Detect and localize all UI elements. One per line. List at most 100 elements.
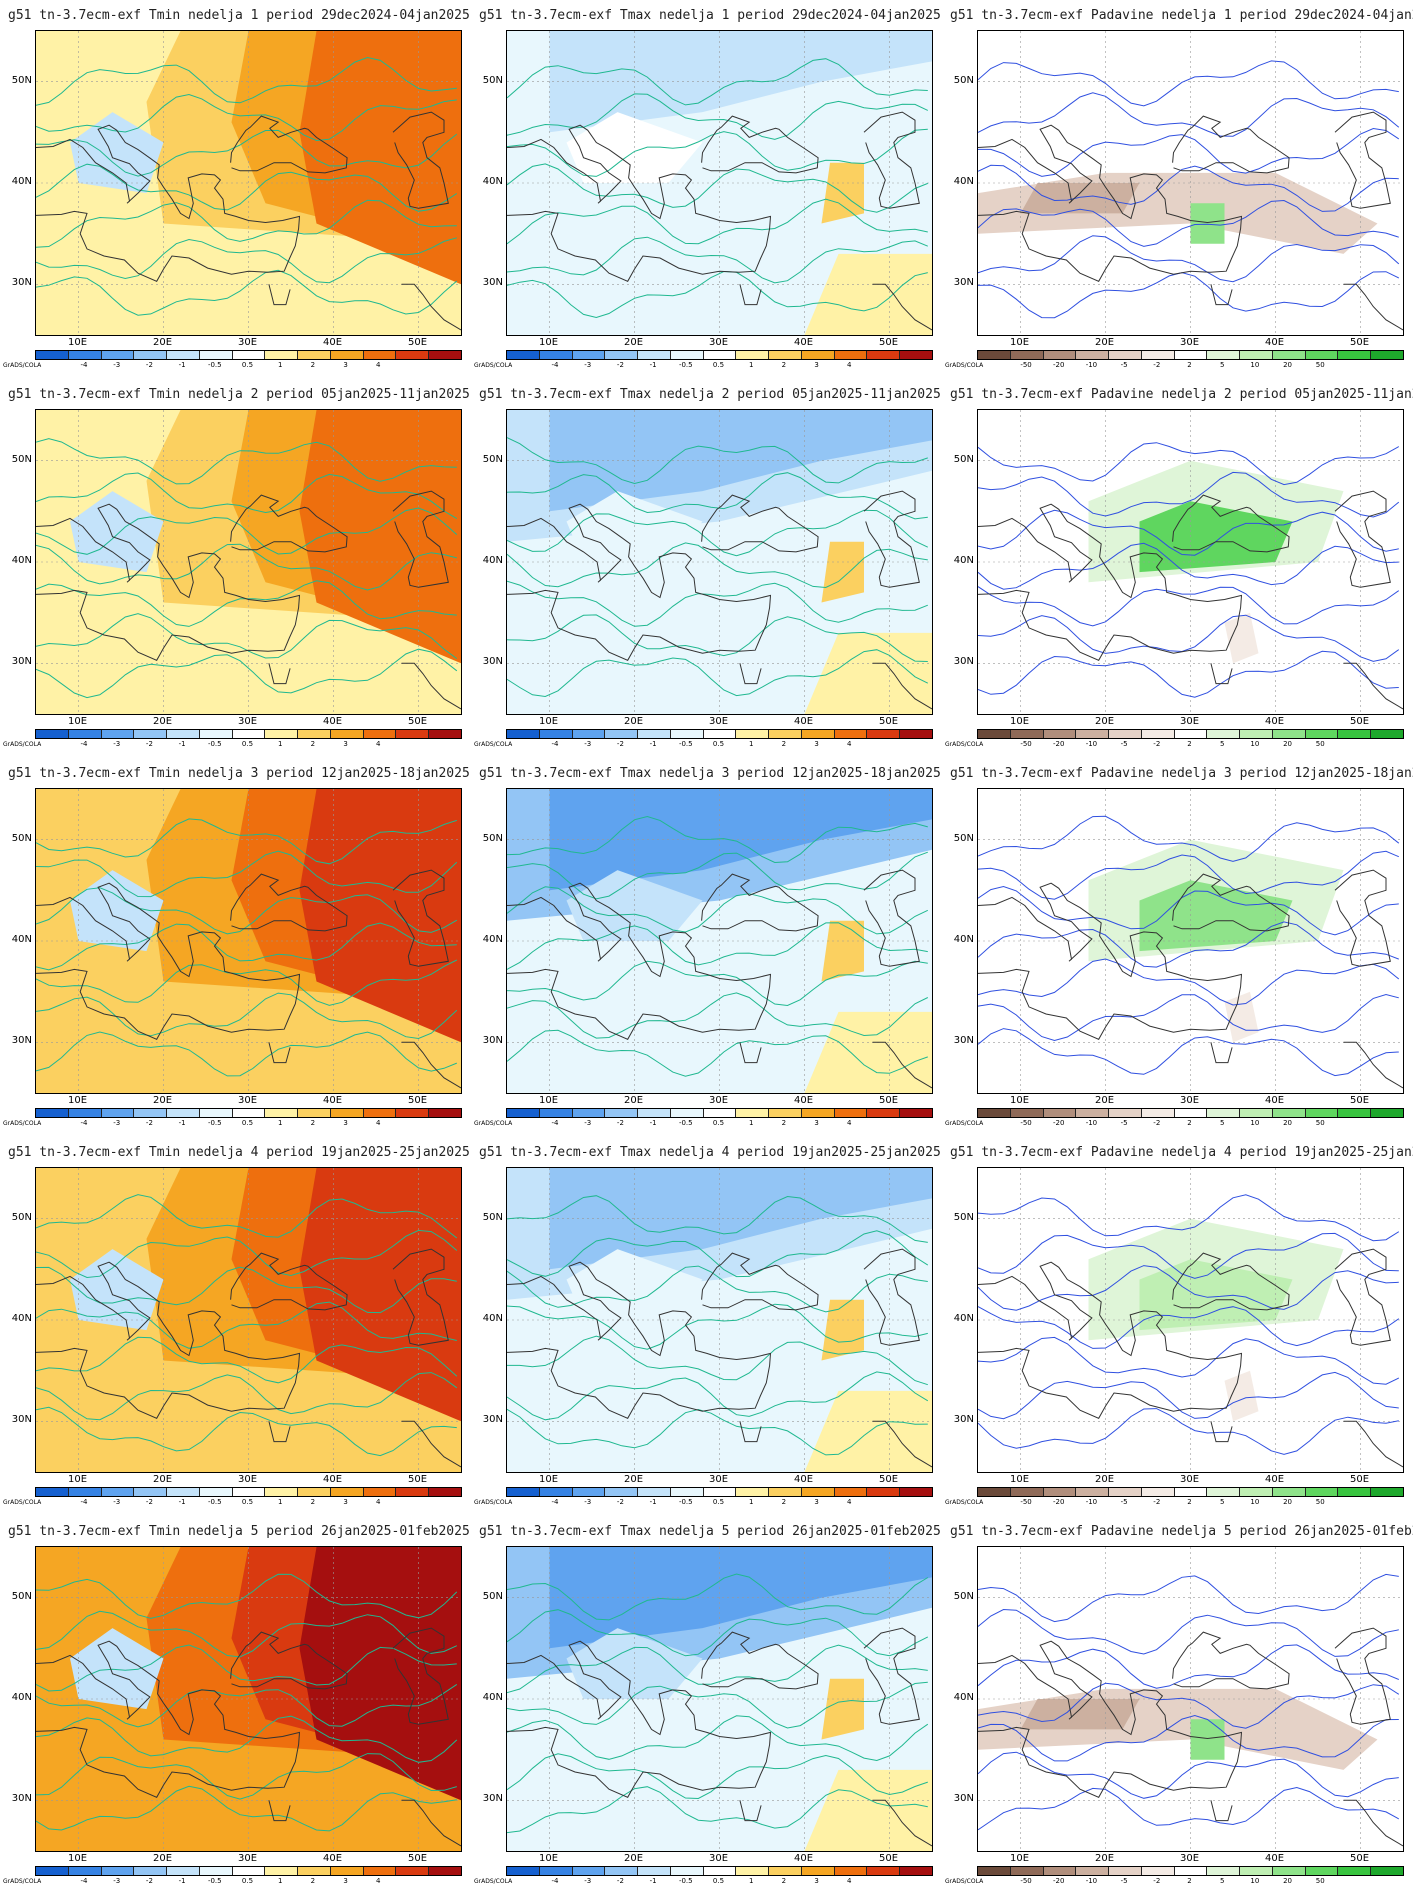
- longitude-label: 40E: [793, 716, 814, 727]
- colorbar-tick-label: -1: [178, 361, 186, 369]
- colorbar-tick-label: -2: [145, 1498, 153, 1506]
- forecast-panel-tmax: g51 tn-3.7ecm-exf Tmax nedelja 5 period …: [471, 1520, 942, 1899]
- climatology-contour: [978, 993, 1399, 1042]
- latitude-label: 50N: [953, 1211, 974, 1223]
- grads-credit: GrADS/COLA: [474, 362, 513, 369]
- latitude-label: 50N: [482, 1211, 503, 1223]
- colorbar-swatch: [638, 1867, 671, 1875]
- grads-credit: GrADS/COLA: [945, 362, 984, 369]
- colorbar-swatch: [265, 730, 299, 738]
- climatology-contour: [978, 1608, 1399, 1657]
- anomaly-shading: [549, 410, 932, 512]
- colorbar-tick-label: -2: [145, 740, 153, 748]
- colorbar-swatch: [736, 1109, 770, 1117]
- colorbar: [35, 1866, 462, 1876]
- latitude-label: 40N: [482, 934, 503, 945]
- colorbar-swatch: [638, 730, 671, 738]
- colorbar-tick-label: -3: [584, 1498, 592, 1506]
- colorbar-swatch: [1043, 730, 1077, 738]
- latitude-label: 50N: [11, 1590, 32, 1602]
- climatology-contour: [507, 815, 928, 864]
- panel-title: g51 tn-3.7ecm-exf Padavine nedelja 4 per…: [950, 1145, 1413, 1160]
- coastline: [507, 1261, 772, 1419]
- colorbar-swatch: [867, 1488, 901, 1496]
- colorbar-swatch: [539, 1867, 573, 1875]
- colorbar-tick-label: 2: [781, 1498, 787, 1506]
- colorbar-swatch: [199, 1488, 233, 1496]
- climatology-contour: [978, 1573, 1399, 1623]
- colorbar-tick-label: -4: [551, 1498, 559, 1506]
- climatology-contour: [36, 1194, 458, 1239]
- latitude-label: 30N: [953, 656, 974, 668]
- colorbar-swatch: [1076, 730, 1110, 738]
- colorbar-tick-label: -4: [80, 361, 88, 369]
- colorbar-tick-label: -3: [584, 1119, 592, 1127]
- anomaly-shading: [299, 1547, 461, 1801]
- colorbar-swatch: [572, 1109, 606, 1117]
- colorbar-swatch: [605, 351, 639, 359]
- longitude-label: 50E: [878, 1853, 899, 1864]
- climatology-contour: [978, 509, 1399, 556]
- coastline: [268, 663, 291, 685]
- coastline: [392, 490, 449, 588]
- latitude-label: 40N: [953, 176, 974, 187]
- colorbar-tick-label: -2: [616, 1498, 624, 1506]
- colorbar-swatch: [769, 730, 802, 738]
- colorbar-swatch: [167, 730, 200, 738]
- climatology-contour: [507, 236, 928, 284]
- longitude-label: 30E: [237, 716, 258, 727]
- colorbar-swatch: [396, 1488, 430, 1496]
- colorbar-tick-label: -10: [1085, 361, 1098, 369]
- coastline: [978, 1640, 1243, 1798]
- anomaly-shading: [1139, 501, 1293, 573]
- climatology-contour: [978, 1336, 1400, 1385]
- latitude-label: 50N: [953, 74, 974, 86]
- climatology-contour: [36, 1753, 457, 1800]
- anomaly-shading: [70, 112, 164, 194]
- colorbar-tick-label: -50: [1020, 1877, 1032, 1885]
- colorbar-tick-label: -4: [551, 1119, 559, 1127]
- colorbar-swatch: [1305, 1109, 1339, 1117]
- colorbar-swatch: [1272, 730, 1306, 738]
- colorbar-swatch: [638, 1488, 671, 1496]
- colorbar-swatch: [396, 351, 430, 359]
- longitude-label: 40E: [1264, 337, 1285, 348]
- colorbar: [35, 1487, 462, 1497]
- forecast-panel-tmin: g51 tn-3.7ecm-exf Tmin nedelja 2 period …: [0, 383, 471, 762]
- longitude-label: 30E: [237, 1095, 258, 1106]
- colorbar-tick-label: -2: [145, 1119, 153, 1127]
- grads-credit: GrADS/COLA: [3, 741, 42, 748]
- coastline: [230, 1252, 348, 1311]
- latitude-label: 30N: [11, 1035, 32, 1047]
- colorbar-tick-label: 2: [1187, 1498, 1192, 1506]
- longitude-label: 40E: [322, 1474, 343, 1485]
- colorbar-swatch: [539, 351, 573, 359]
- colorbar-tick-label: 3: [814, 1877, 819, 1885]
- colorbar-tick-label: -5: [1120, 1498, 1128, 1506]
- forecast-panel-precip: g51 tn-3.7ecm-exf Padavine nedelja 3 per…: [942, 762, 1413, 1141]
- colorbar-tick-label: 3: [814, 361, 819, 369]
- colorbar-swatch: [507, 1488, 540, 1496]
- climatology-contour: [36, 1031, 457, 1077]
- longitude-label: 40E: [1264, 1474, 1285, 1485]
- colorbar-tick-label: -2: [616, 361, 624, 369]
- colorbar-tick-label: 20: [1283, 1877, 1293, 1885]
- colorbar-swatch: [1109, 1488, 1142, 1496]
- longitude-label: 40E: [793, 1474, 814, 1485]
- panel-title: g51 tn-3.7ecm-exf Tmin nedelja 2 period …: [8, 387, 470, 402]
- longitude-label: 30E: [1179, 716, 1200, 727]
- colorbar-swatch: [232, 1867, 266, 1875]
- climatology-contour: [978, 1644, 1399, 1689]
- colorbar-swatch: [396, 1867, 430, 1875]
- panel-title: g51 tn-3.7ecm-exf Tmax nedelja 4 period …: [479, 1145, 941, 1160]
- longitude-label: 40E: [322, 716, 343, 727]
- colorbar-tick-label: -20: [1053, 361, 1065, 369]
- coastline: [1334, 869, 1391, 967]
- colorbar: [35, 1108, 462, 1118]
- colorbar-swatch: [1043, 1109, 1077, 1117]
- longitude-label: 10E: [538, 1853, 559, 1864]
- panel-title: g51 tn-3.7ecm-exf Tmin nedelja 5 period …: [8, 1524, 470, 1539]
- map-frame: [506, 1167, 933, 1473]
- longitude-label: 30E: [1179, 337, 1200, 348]
- anomaly-shading: [821, 1299, 864, 1361]
